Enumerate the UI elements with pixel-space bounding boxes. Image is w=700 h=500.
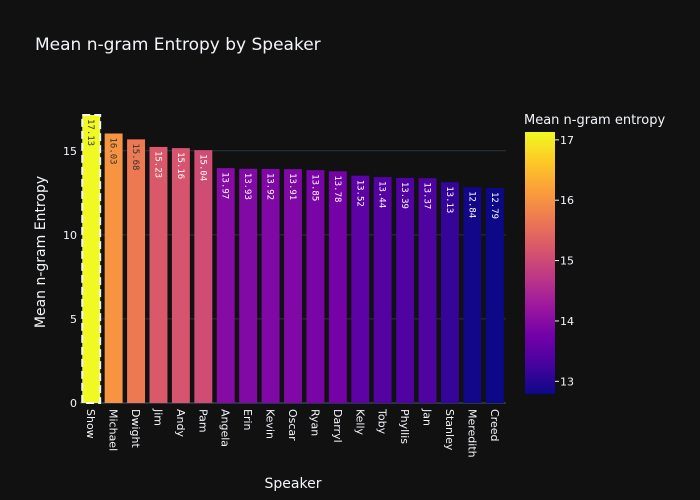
colorbar: [525, 132, 555, 394]
y-tick-label: 10: [63, 229, 77, 242]
x-tick-label: Pam: [196, 409, 209, 433]
bar[interactable]: [373, 177, 392, 403]
colorbar-tick-label: 15: [560, 255, 574, 268]
colorbar-tick-label: 14: [560, 315, 574, 328]
bar-data-label: 15.04: [197, 154, 207, 181]
bar[interactable]: [127, 139, 146, 403]
colorbar-ticks: 13 14 15 16 17: [555, 134, 574, 388]
x-tick-label: Show: [84, 409, 97, 439]
bar[interactable]: [104, 133, 123, 403]
y-axis-title: Mean n-gram Entropy: [33, 176, 49, 328]
bar[interactable]: [239, 168, 258, 403]
bar[interactable]: [485, 187, 504, 403]
bar-data-label: 13.91: [287, 173, 297, 200]
x-tick-label: Ryan: [308, 409, 321, 436]
bar-data-label: 16.03: [108, 137, 118, 164]
x-tick-label: Andy: [174, 409, 187, 437]
bar-data-label: 13.39: [399, 182, 409, 209]
x-tick-label: Creed: [488, 409, 501, 441]
x-tick-label: Oscar: [286, 409, 299, 441]
colorbar-tick-label: 16: [560, 194, 574, 207]
x-tick-label: Dwight: [129, 409, 142, 448]
x-tick-label: Angela: [219, 409, 232, 447]
bar-data-label: 13.37: [422, 182, 432, 209]
bar[interactable]: [261, 168, 280, 403]
bar[interactable]: [306, 170, 325, 403]
x-tick-label: Erin: [241, 409, 254, 431]
x-tick-label: Jan: [421, 408, 434, 426]
bar-data-label: 13.92: [265, 173, 275, 200]
bar-data-label: 15.23: [152, 151, 162, 178]
bar-data-label: 17.13: [85, 119, 95, 146]
x-tick-label: Kevin: [264, 409, 277, 439]
bar[interactable]: [194, 150, 213, 403]
x-axis-title: Speaker: [265, 476, 322, 492]
bars: [81, 114, 504, 404]
x-tick-label: Darryl: [331, 409, 344, 443]
bar-data-label: 13.13: [444, 186, 454, 213]
x-tick-label: Stanley: [443, 409, 456, 451]
x-tick-label: Jim: [151, 408, 164, 426]
bar[interactable]: [396, 177, 415, 403]
bar-data-label: 13.44: [377, 181, 387, 208]
bar-data-label: 12.79: [489, 192, 499, 219]
bar-data-labels: 17.13 16.03 15.68 15.23 15.16 15.04 13.97 13.93…: [85, 119, 499, 219]
y-tick-label: 15: [63, 145, 77, 158]
bar[interactable]: [463, 187, 482, 403]
x-tick-label: Michael: [107, 409, 120, 451]
x-tick-label: Toby: [376, 408, 389, 435]
colorbar-tick-label: 17: [560, 134, 574, 147]
bar[interactable]: [440, 182, 459, 403]
bar[interactable]: [81, 114, 102, 404]
bar-data-label: 13.78: [332, 175, 342, 202]
x-axis-ticks: Show Michael Dwight Jim Andy Pam Angela Erin Kev…: [84, 408, 501, 458]
bar-data-label: 13.85: [309, 174, 319, 201]
colorbar-title: Mean n-gram entropy: [524, 113, 665, 128]
y-axis-ticks: 0 5 10 15: [63, 145, 77, 410]
y-tick-label: 0: [70, 397, 77, 410]
bar-data-label: 15.16: [175, 152, 185, 179]
x-tick-label: Kelly: [353, 409, 366, 436]
bar[interactable]: [149, 146, 168, 403]
bar-data-label: 13.52: [354, 180, 364, 207]
x-tick-label: Meredith: [465, 409, 478, 458]
bar[interactable]: [216, 168, 235, 403]
bar[interactable]: [171, 148, 190, 403]
bar-data-label: 15.68: [130, 143, 140, 170]
bar-data-label: 13.97: [220, 172, 230, 199]
bar-data-label: 13.93: [242, 173, 252, 200]
chart-title: Mean n-gram Entropy by Speaker: [35, 35, 321, 55]
bar[interactable]: [328, 171, 347, 403]
bar-data-label: 12.84: [466, 191, 476, 218]
x-tick-label: Phyllis: [398, 409, 411, 444]
y-tick-label: 5: [70, 313, 77, 326]
bar[interactable]: [284, 169, 302, 403]
colorbar-tick-label: 13: [560, 375, 574, 388]
bar[interactable]: [418, 178, 437, 403]
bar[interactable]: [351, 175, 370, 403]
